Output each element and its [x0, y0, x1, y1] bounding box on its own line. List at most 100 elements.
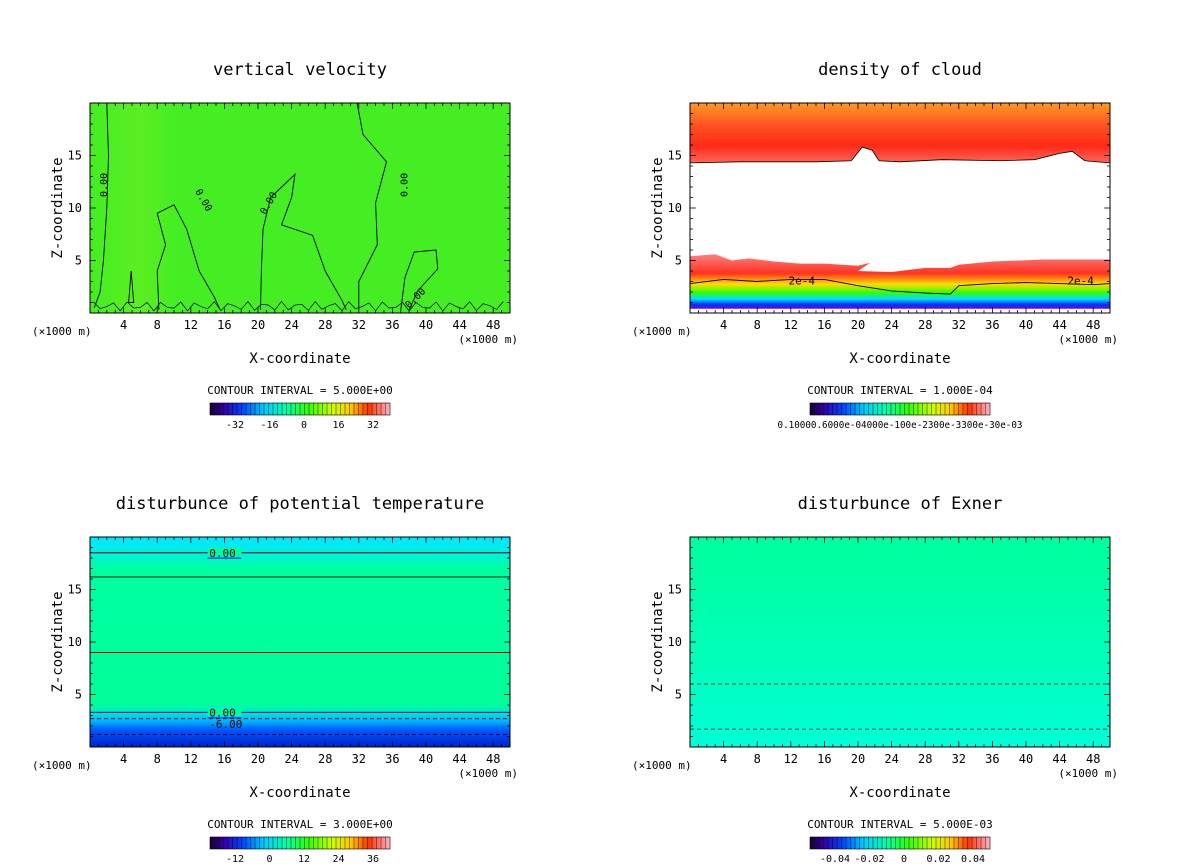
x-unit-left: (×1000 m): [632, 325, 692, 338]
contour-line: [156, 204, 221, 311]
x-axis-label: X-coordinate: [249, 351, 350, 367]
x-tick-label: 48: [1086, 318, 1100, 332]
upper-cloud-layer: [690, 103, 1110, 164]
panel-3: disturbunce of potential temperature 0.00…: [32, 494, 518, 865]
x-tick-label: 48: [1086, 752, 1100, 766]
y-axis-label: Z-coordinate: [650, 157, 666, 258]
x-tick-label: 44: [1052, 752, 1066, 766]
x-tick-label: 24: [284, 752, 298, 766]
x-tick-label: 12: [784, 752, 798, 766]
x-tick-label: 28: [318, 752, 332, 766]
x-tick-label: 40: [419, 318, 433, 332]
x-tick-label: 12: [184, 752, 198, 766]
lower-cloud-layer: [690, 254, 1110, 309]
x-tick-label: 4: [720, 752, 727, 766]
y-tick-label: 5: [675, 254, 682, 268]
x-tick-label: 16: [217, 752, 231, 766]
x-tick-label: 28: [918, 318, 932, 332]
x-axis-label: X-coordinate: [849, 785, 950, 801]
x-unit-right: (×1000 m): [458, 333, 518, 346]
y-tick-label: 10: [668, 201, 682, 215]
colorbar-tick-label: 0.10000.6000e-04000e-100e-2300e-3300e-30…: [778, 420, 1023, 431]
contour-label: 0.00: [209, 547, 236, 560]
x-tick-label: 12: [784, 318, 798, 332]
x-tick-label: 28: [318, 318, 332, 332]
x-unit-left: (×1000 m): [32, 759, 92, 772]
y-axis-label: Z-coordinate: [50, 591, 66, 692]
x-tick-label: 24: [884, 752, 898, 766]
x-tick-label: 28: [918, 752, 932, 766]
x-tick-label: 20: [251, 318, 265, 332]
x-axis-label: X-coordinate: [849, 351, 950, 367]
x-tick-label: 44: [452, 318, 466, 332]
contour-line: [400, 249, 439, 311]
x-tick-label: 8: [754, 752, 761, 766]
x-tick-label: 32: [352, 752, 366, 766]
x-tick-label: 48: [486, 318, 500, 332]
colorbar-tick-label: -16: [260, 420, 278, 431]
y-tick-label: 5: [675, 688, 682, 702]
colorbar-tick-label: 0: [266, 854, 272, 865]
x-unit-left: (×1000 m): [632, 759, 692, 772]
x-tick-label: 16: [817, 752, 831, 766]
y-tick-label: 15: [68, 149, 82, 163]
contour-label: 0.00: [209, 706, 236, 719]
x-tick-label: 24: [884, 318, 898, 332]
x-tick-label: 8: [154, 318, 161, 332]
y-tick-label: 10: [68, 201, 82, 215]
x-tick-label: 16: [817, 318, 831, 332]
contour-line: [128, 270, 135, 303]
contour-line: [356, 102, 388, 310]
contour-interval-text: CONTOUR INTERVAL = 5.000E+00: [207, 384, 392, 397]
chart-title: disturbunce of Exner: [798, 494, 1003, 514]
x-tick-label: 12: [184, 318, 198, 332]
x-tick-label: 20: [851, 752, 865, 766]
y-tick-label: 10: [68, 635, 82, 649]
y-tick-label: 15: [668, 583, 682, 597]
x-unit-right: (×1000 m): [1058, 333, 1118, 346]
x-tick-label: 44: [1052, 318, 1066, 332]
colorbar-tick-label: 16: [332, 420, 344, 431]
x-tick-label: 36: [985, 752, 999, 766]
x-tick-label: 4: [120, 752, 127, 766]
x-tick-label: 36: [985, 318, 999, 332]
contour-label: 2e-4: [1067, 275, 1094, 288]
x-tick-label: 36: [385, 752, 399, 766]
x-unit-left: (×1000 m): [32, 325, 92, 338]
x-tick-label: 44: [452, 752, 466, 766]
colorbar-tick-label: -32: [226, 420, 244, 431]
x-tick-label: 8: [154, 752, 161, 766]
chart-title: disturbunce of potential temperature: [116, 494, 484, 514]
field-fill: [90, 537, 510, 747]
x-tick-label: 40: [1019, 752, 1033, 766]
x-tick-label: 32: [952, 318, 966, 332]
x-axis-label: X-coordinate: [249, 785, 350, 801]
x-tick-label: 32: [352, 318, 366, 332]
chart-title: vertical velocity: [213, 60, 387, 80]
colorbar-tick-label: 0: [301, 420, 307, 431]
field-fill: [90, 103, 510, 313]
x-tick-label: 24: [284, 318, 298, 332]
y-tick-label: 15: [668, 149, 682, 163]
contour-line: [93, 300, 504, 312]
contour-label: -6.00: [209, 718, 242, 731]
colorbar-tick-label: -0.04: [820, 854, 850, 865]
x-tick-label: 4: [720, 318, 727, 332]
colorbar-tick-label: -12: [226, 854, 244, 865]
contour-line: [93, 102, 109, 308]
y-axis-label: Z-coordinate: [650, 591, 666, 692]
label-gap: [207, 546, 242, 559]
chart-title: density of cloud: [818, 60, 982, 80]
colorbar-tick-label: 0.04: [961, 854, 985, 865]
colorbar-tick-label: -0.02: [854, 854, 884, 865]
contour-interval-text: CONTOUR INTERVAL = 5.000E-03: [807, 818, 992, 831]
x-tick-label: 20: [851, 318, 865, 332]
y-tick-label: 15: [68, 583, 82, 597]
contour-label: 0.00: [400, 173, 411, 197]
colorbar-tick-label: 0: [901, 854, 907, 865]
x-tick-label: 20: [251, 752, 265, 766]
x-tick-label: 40: [419, 752, 433, 766]
